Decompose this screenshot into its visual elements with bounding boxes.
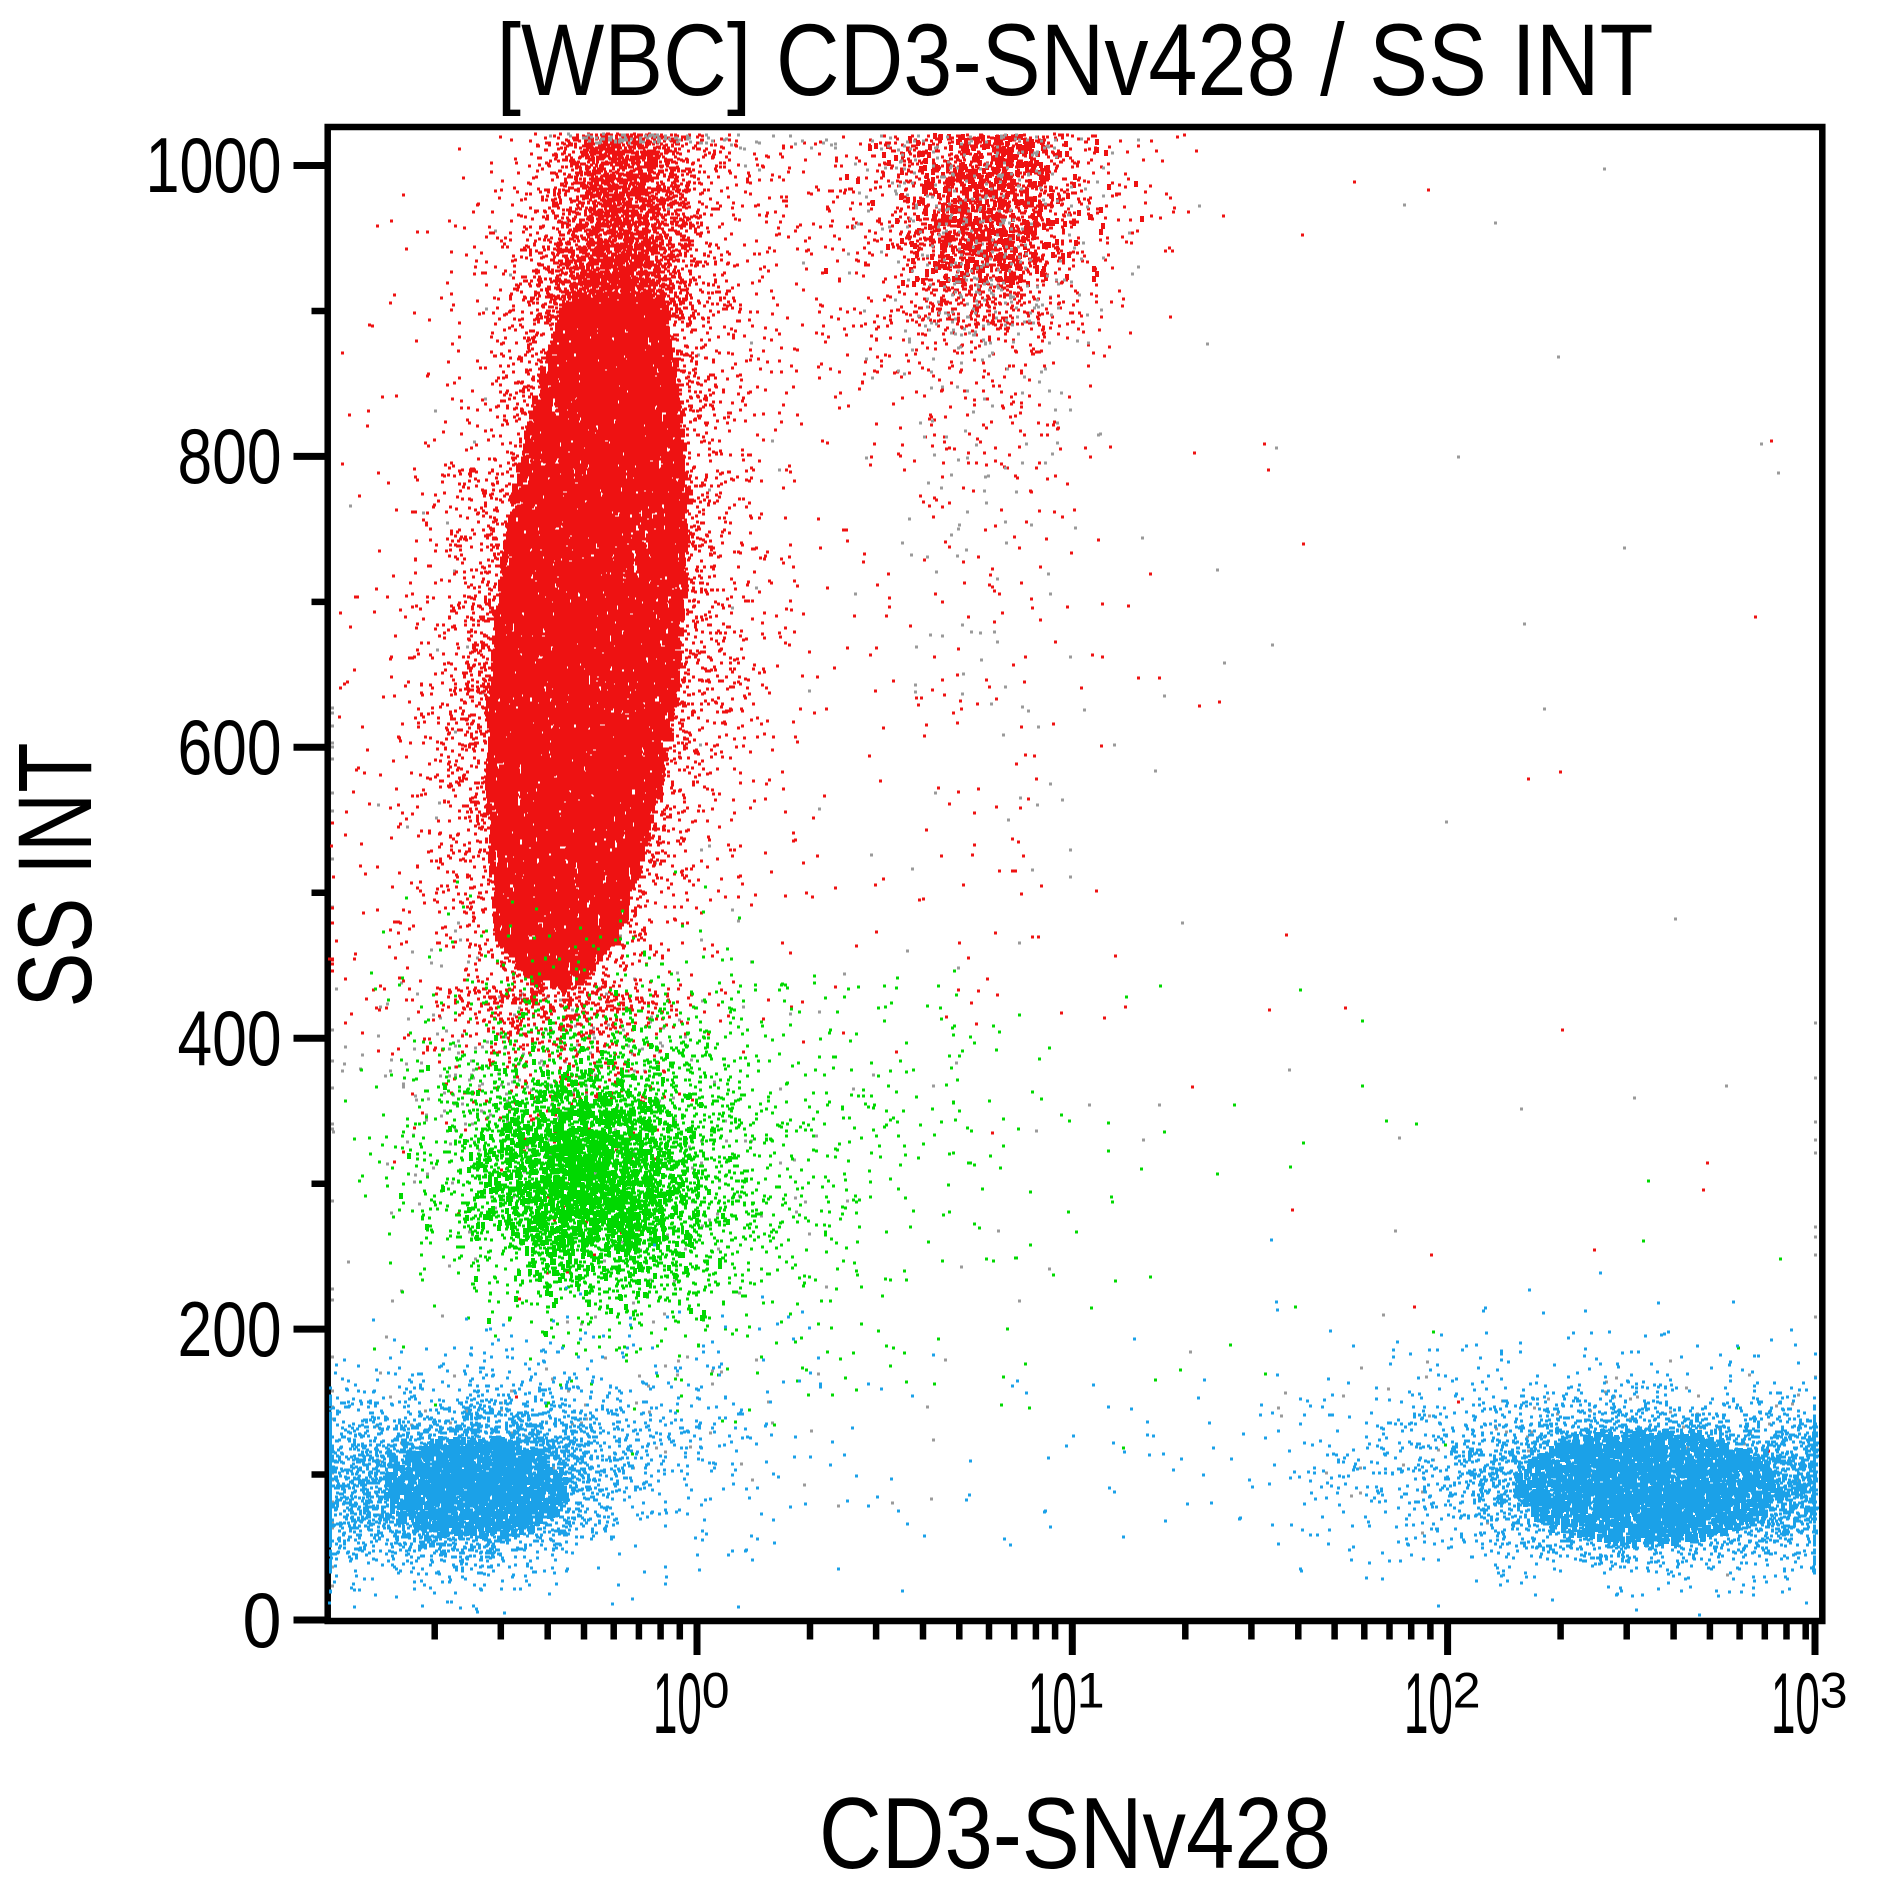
- svg-text:600: 600: [178, 703, 282, 791]
- svg-text:200: 200: [178, 1285, 282, 1373]
- svg-text:SS INT: SS INT: [0, 743, 114, 1008]
- svg-text:1000: 1000: [146, 121, 282, 209]
- svg-text:400: 400: [178, 994, 282, 1082]
- svg-text:0: 0: [243, 1576, 282, 1664]
- svg-text:[WBC] CD3-SNv428 / SS INT: [WBC] CD3-SNv428 / SS INT: [497, 3, 1654, 117]
- svg-text:CD3-SNv428: CD3-SNv428: [819, 1778, 1331, 1890]
- svg-text:102: 102: [1404, 1656, 1481, 1752]
- svg-text:100: 100: [653, 1656, 730, 1752]
- svg-text:800: 800: [178, 412, 282, 500]
